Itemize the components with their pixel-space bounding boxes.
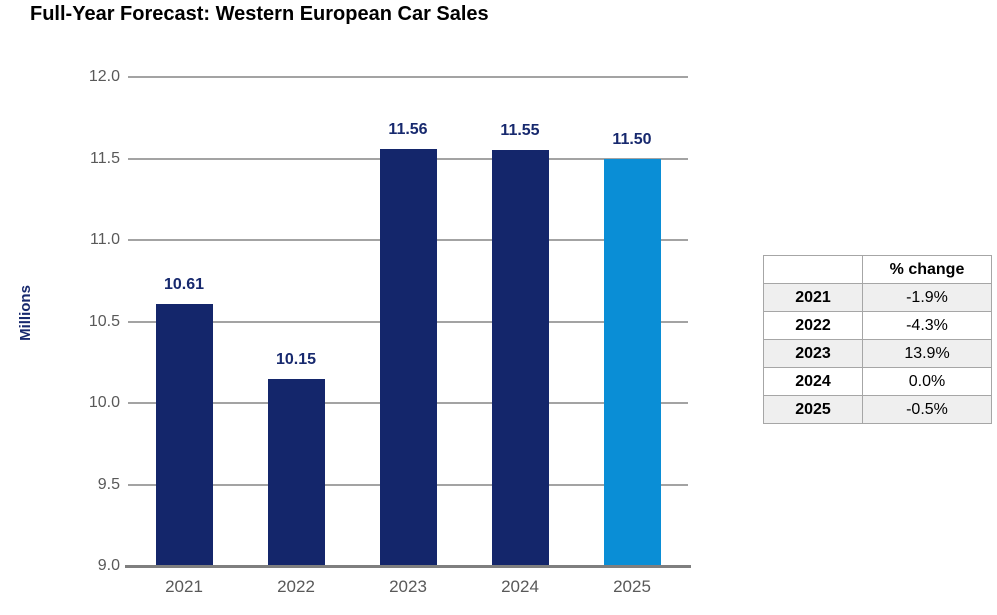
bar-2023 [379, 148, 437, 566]
y-axis-title: Millions [17, 285, 34, 341]
table-change-cell: 13.9% [862, 339, 992, 368]
table-row-2022: 2022 -4.3% [763, 311, 992, 340]
bar-value-label-2022: 10.15 [275, 350, 317, 368]
table-change-cell: -0.5% [862, 395, 992, 424]
table-change-cell: -4.3% [862, 311, 992, 340]
table-row-2025: 2025 -0.5% [763, 395, 992, 424]
y-tick-label-11.5: 11.5 [90, 149, 120, 167]
table-change-cell: 0.0% [862, 367, 992, 396]
bar-2022 [267, 378, 325, 566]
x-tick-label-2023: 2023 [389, 577, 427, 596]
table-year-cell: 2024 [763, 367, 863, 396]
table-header-year [763, 255, 863, 284]
bar-2021 [155, 303, 213, 566]
pct-change-table: % change 2021 -1.9% 2022 -4.3% 2023 13.9% 2024… [763, 255, 992, 424]
x-axis-line [125, 564, 691, 568]
bar-2024 [491, 150, 549, 566]
table-year-cell: 2025 [763, 395, 863, 424]
table-change-cell: -1.9% [862, 283, 992, 312]
bar-value-label-2024: 11.55 [500, 122, 540, 140]
table-year-cell: 2023 [763, 339, 863, 368]
gridline-12.0 [128, 76, 688, 78]
table-row-2021: 2021 -1.9% [763, 283, 992, 312]
x-tick-label-2024: 2024 [501, 577, 539, 596]
y-tick-label-10.0: 10.0 [88, 394, 120, 411]
bar-value-label-2025: 11.50 [612, 130, 652, 148]
chart-title: Full-Year Forecast: Western European Car… [30, 3, 489, 25]
table-year-cell: 2021 [763, 283, 863, 312]
y-tick-label-12.0: 12.0 [88, 68, 120, 85]
table-header-row: % change [763, 255, 992, 284]
x-tick-label-2022: 2022 [277, 577, 315, 596]
bar-value-label-2021: 10.61 [163, 275, 205, 293]
y-tick-label-10.5: 10.5 [88, 312, 120, 330]
table-header-change: % change [862, 255, 992, 284]
x-tick-label-2021: 2021 [165, 577, 203, 596]
table-row-2024: 2024 0.0% [763, 367, 992, 396]
y-tick-label-9.0: 9.0 [97, 557, 120, 574]
y-tick-label-9.5: 9.5 [97, 475, 120, 493]
table-year-cell: 2022 [763, 311, 863, 340]
bar-2025 [603, 158, 661, 566]
x-tick-label-2025: 2025 [613, 577, 651, 596]
bar-value-label-2023: 11.56 [388, 120, 428, 138]
table-row-2023: 2023 13.9% [763, 339, 992, 368]
y-tick-label-11.0: 11.0 [90, 231, 120, 248]
